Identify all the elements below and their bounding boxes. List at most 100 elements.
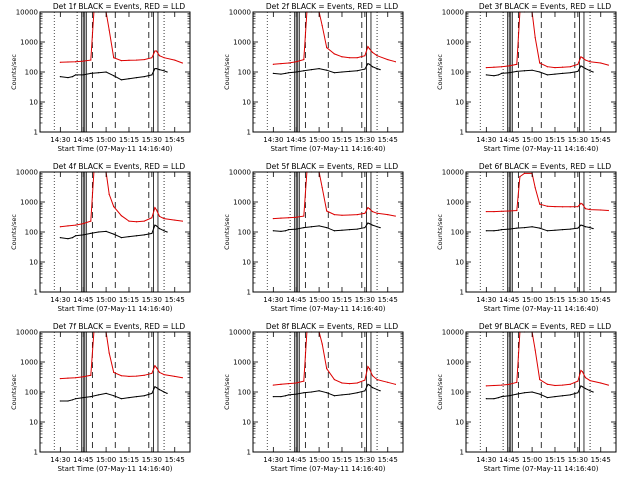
x-tick-label: 15:45 — [165, 136, 185, 144]
lld-point — [367, 366, 369, 368]
events-point — [326, 69, 328, 71]
lld-point — [90, 59, 92, 61]
y-tick-label: 10 — [242, 419, 251, 427]
lld-point — [163, 57, 165, 59]
y-tick-label: 100 — [451, 389, 464, 397]
x-tick-label: 15:00 — [309, 136, 329, 144]
events-point — [569, 394, 571, 396]
x-tick-label: 15:00 — [96, 136, 116, 144]
lld-point — [113, 371, 115, 374]
events-point — [364, 390, 366, 392]
y-axis-label: Counts/sec — [10, 54, 18, 90]
chart-title: Det 6f BLACK = Events, RED = LLD — [479, 162, 612, 171]
lld-point — [143, 374, 145, 376]
y-tick-label: 10000 — [16, 9, 38, 17]
lld-point — [581, 370, 584, 373]
events-point — [508, 228, 510, 230]
lld-point — [136, 59, 138, 61]
y-axis-label: Counts/sec — [223, 54, 231, 90]
events-point — [143, 234, 145, 236]
events-point — [97, 231, 100, 233]
lld-point — [158, 55, 161, 57]
lld-point — [136, 375, 138, 377]
y-tick-label: 100 — [451, 69, 464, 77]
x-tick-label: 15:30 — [142, 456, 162, 464]
lld-point — [569, 206, 571, 208]
events-point — [310, 69, 313, 71]
events-point — [368, 223, 371, 225]
y-axis-label: Counts/sec — [436, 54, 444, 90]
events-point — [562, 72, 564, 74]
events-point — [59, 237, 61, 239]
events-point — [497, 397, 500, 399]
events-point — [59, 400, 61, 402]
events-point — [143, 76, 145, 78]
lld-point — [580, 369, 582, 372]
lld-point — [534, 37, 536, 39]
events-point — [554, 73, 556, 75]
events-point — [589, 227, 591, 229]
lld-point — [280, 63, 282, 65]
events-point — [364, 68, 366, 70]
x-tick-label: 15:00 — [309, 456, 329, 464]
lld-point — [128, 375, 130, 378]
x-tick-label: 14:30 — [476, 456, 496, 464]
events-point — [500, 396, 503, 398]
events-point — [97, 394, 100, 396]
x-axis-label: Start Time (07-May-11 14:16:40) — [270, 305, 385, 313]
lld-point — [589, 61, 591, 63]
lld-point — [376, 55, 378, 57]
events-point — [163, 70, 165, 72]
lld-point — [155, 367, 158, 369]
lld-point — [580, 56, 582, 58]
lld-series-line — [60, 11, 183, 64]
events-point — [82, 397, 84, 399]
y-tick-label: 1 — [460, 289, 464, 297]
events-point — [516, 393, 518, 395]
x-axis-label: Start Time (07-May-11 14:16:40) — [57, 305, 172, 313]
lld-point — [589, 379, 591, 382]
y-tick-label: 100 — [25, 389, 38, 397]
lld-point — [534, 349, 536, 351]
lld-point — [368, 368, 371, 370]
y-tick-label: 1000 — [20, 199, 38, 207]
lld-point — [493, 384, 495, 387]
chart-panel: Det 4f BLACK = Events, RED = LLD 1 10 100 10… — [10, 162, 191, 313]
events-point — [113, 75, 115, 77]
y-tick-label: 10 — [455, 419, 464, 427]
lld-point — [364, 55, 366, 57]
events-series-line — [486, 385, 594, 400]
lld-point — [600, 382, 602, 384]
chart-title: Det 9f BLACK = Events, RED = LLD — [479, 322, 612, 331]
y-tick-label: 100 — [25, 229, 38, 237]
events-point — [295, 393, 297, 395]
lld-point — [508, 65, 510, 67]
y-tick-label: 1 — [247, 129, 251, 137]
x-tick-label: 14:45 — [286, 296, 306, 304]
lld-point — [569, 383, 571, 385]
lld-point — [120, 215, 122, 217]
lld-point — [154, 365, 156, 367]
x-tick-label: 15:45 — [165, 296, 185, 304]
lld-point — [589, 208, 591, 211]
lld-point — [367, 207, 369, 209]
y-tick-label: 1000 — [446, 359, 464, 367]
events-point — [493, 398, 495, 400]
events-point — [531, 226, 533, 228]
y-axis-label: Counts/sec — [10, 374, 18, 410]
x-tick-label: 15:15 — [332, 296, 352, 304]
y-tick-label: 1 — [247, 449, 251, 457]
chart-title: Det 2f BLACK = Events, RED = LLD — [266, 2, 399, 11]
events-point — [379, 227, 381, 229]
events-point — [539, 227, 541, 229]
lld-point — [136, 221, 138, 223]
events-point — [349, 70, 351, 72]
events-point — [554, 229, 556, 231]
events-point — [82, 74, 84, 76]
events-point — [280, 73, 282, 75]
x-tick-label: 15:15 — [545, 136, 565, 144]
lld-point — [546, 205, 548, 207]
y-tick-label: 10 — [455, 259, 464, 267]
x-tick-label: 14:45 — [286, 136, 306, 144]
lld-point — [387, 381, 389, 383]
